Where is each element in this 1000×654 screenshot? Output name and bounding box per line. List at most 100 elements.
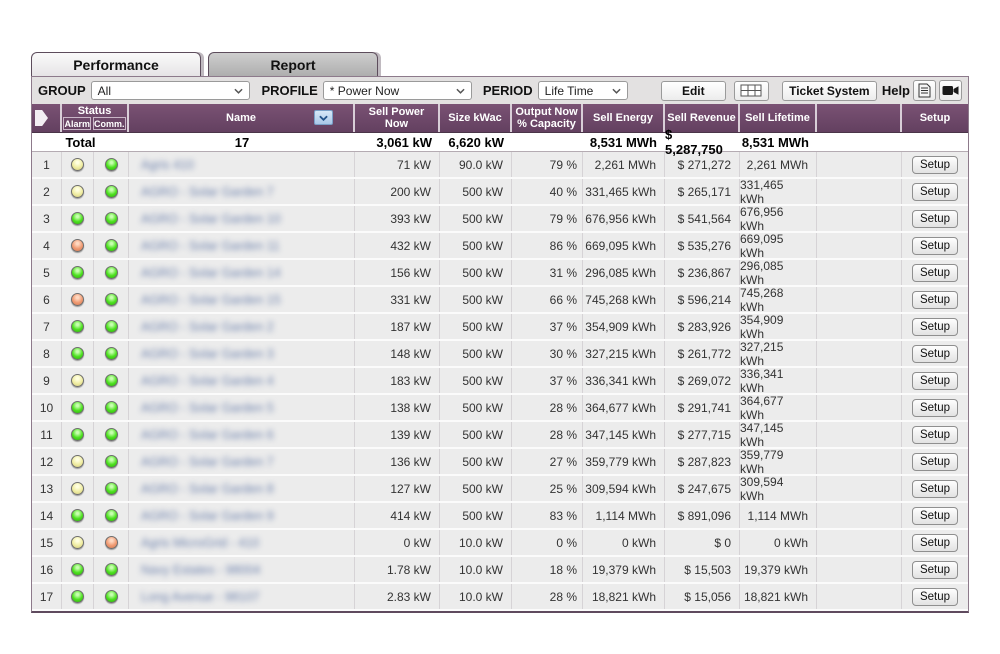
site-name-cell[interactable]: AGRO - Solar Garden 4 bbox=[129, 368, 355, 393]
alarm-status-light-icon[interactable] bbox=[71, 266, 84, 279]
sell-power-column-header[interactable]: Sell Power Now bbox=[355, 104, 440, 132]
comm-status-light-icon[interactable] bbox=[104, 374, 118, 387]
comm-status-cell[interactable] bbox=[94, 152, 129, 177]
comm-status-light-icon[interactable] bbox=[104, 482, 118, 495]
comm-status-light-icon[interactable] bbox=[104, 401, 118, 414]
alarm-status-light-icon[interactable] bbox=[71, 401, 84, 414]
alarm-status-light-icon[interactable] bbox=[71, 536, 84, 549]
comm-status-cell[interactable] bbox=[94, 422, 129, 447]
comm-status-cell[interactable] bbox=[94, 260, 129, 285]
comm-status-cell[interactable] bbox=[94, 449, 129, 474]
comm-status-light-icon[interactable] bbox=[104, 536, 118, 549]
sell-revenue-column-header[interactable]: Sell Revenue bbox=[665, 104, 740, 132]
help-video-button[interactable] bbox=[939, 80, 962, 101]
setup-button[interactable]: Setup bbox=[911, 398, 959, 417]
comm-status-light-icon[interactable] bbox=[104, 239, 118, 252]
comm-status-cell[interactable] bbox=[94, 584, 129, 609]
setup-button[interactable]: Setup bbox=[911, 371, 959, 390]
alarm-subheader[interactable]: Alarm bbox=[63, 117, 91, 130]
size-column-header[interactable]: Size kWac bbox=[440, 104, 512, 132]
comm-status-light-icon[interactable] bbox=[104, 266, 118, 279]
tab-performance[interactable]: Performance bbox=[31, 52, 201, 76]
alarm-status-cell[interactable] bbox=[62, 422, 94, 447]
site-name-cell[interactable]: Navy Estates - 98004 bbox=[129, 557, 355, 582]
group-select[interactable]: All bbox=[90, 81, 251, 100]
alarm-status-cell[interactable] bbox=[62, 152, 94, 177]
sell-lifetime-column-header[interactable]: Sell Lifetime bbox=[740, 104, 817, 132]
setup-button[interactable]: Setup bbox=[911, 290, 959, 309]
grid-view-button[interactable] bbox=[733, 80, 769, 101]
site-name-cell[interactable]: AGRO - Solar Garden 5 bbox=[129, 395, 355, 420]
comm-status-cell[interactable] bbox=[94, 287, 129, 312]
alarm-status-cell[interactable] bbox=[62, 314, 94, 339]
setup-button[interactable]: Setup bbox=[911, 560, 959, 579]
comm-status-light-icon[interactable] bbox=[104, 509, 118, 522]
setup-button[interactable]: Setup bbox=[911, 425, 959, 444]
comm-status-cell[interactable] bbox=[94, 476, 129, 501]
comm-status-cell[interactable] bbox=[94, 557, 129, 582]
alarm-status-cell[interactable] bbox=[62, 476, 94, 501]
comm-status-light-icon[interactable] bbox=[104, 320, 118, 333]
tab-report[interactable]: Report bbox=[208, 52, 378, 76]
comm-status-cell[interactable] bbox=[94, 368, 129, 393]
alarm-status-light-icon[interactable] bbox=[71, 185, 84, 198]
setup-button[interactable]: Setup bbox=[911, 533, 959, 552]
site-name-cell[interactable]: AGRO - Solar Garden 10 bbox=[129, 206, 355, 231]
output-column-header[interactable]: Output Now % Capacity bbox=[512, 104, 583, 132]
alarm-status-cell[interactable] bbox=[62, 368, 94, 393]
setup-button[interactable]: Setup bbox=[911, 182, 959, 201]
site-name-cell[interactable]: AGRO - Solar Garden 11 bbox=[129, 233, 355, 258]
profile-select[interactable]: * Power Now bbox=[322, 81, 472, 100]
setup-button[interactable]: Setup bbox=[911, 263, 959, 282]
alarm-status-light-icon[interactable] bbox=[71, 482, 84, 495]
site-name-cell[interactable]: Long Avenue - 98107 bbox=[129, 584, 355, 609]
setup-button[interactable]: Setup bbox=[911, 155, 959, 174]
site-name-cell[interactable]: Agris MicroGrid - 410 bbox=[129, 530, 355, 555]
comm-status-light-icon[interactable] bbox=[104, 455, 118, 468]
comm-status-cell[interactable] bbox=[94, 395, 129, 420]
comm-status-light-icon[interactable] bbox=[104, 590, 118, 603]
alarm-status-light-icon[interactable] bbox=[71, 239, 84, 252]
alarm-status-cell[interactable] bbox=[62, 395, 94, 420]
alarm-status-cell[interactable] bbox=[62, 449, 94, 474]
comm-status-light-icon[interactable] bbox=[104, 185, 118, 198]
comm-status-light-icon[interactable] bbox=[104, 563, 118, 576]
alarm-status-cell[interactable] bbox=[62, 206, 94, 231]
alarm-status-cell[interactable] bbox=[62, 233, 94, 258]
setup-button[interactable]: Setup bbox=[911, 587, 959, 606]
site-name-cell[interactable]: AGRO - Solar Garden 7 bbox=[129, 179, 355, 204]
site-name-cell[interactable]: AGRO - Solar Garden 15 bbox=[129, 287, 355, 312]
site-name-cell[interactable]: AGRO - Solar Garden 9 bbox=[129, 503, 355, 528]
comm-status-cell[interactable] bbox=[94, 233, 129, 258]
comm-subheader[interactable]: Comm. bbox=[93, 117, 126, 130]
name-sort-button[interactable] bbox=[314, 110, 333, 125]
alarm-status-cell[interactable] bbox=[62, 530, 94, 555]
setup-button[interactable]: Setup bbox=[911, 209, 959, 228]
alarm-status-light-icon[interactable] bbox=[71, 509, 84, 522]
setup-button[interactable]: Setup bbox=[911, 479, 959, 498]
comm-status-light-icon[interactable] bbox=[104, 347, 118, 360]
setup-button[interactable]: Setup bbox=[911, 452, 959, 471]
help-document-button[interactable] bbox=[913, 80, 936, 101]
comm-status-cell[interactable] bbox=[94, 503, 129, 528]
comm-status-cell[interactable] bbox=[94, 179, 129, 204]
comm-status-cell[interactable] bbox=[94, 530, 129, 555]
comm-status-cell[interactable] bbox=[94, 314, 129, 339]
alarm-status-cell[interactable] bbox=[62, 260, 94, 285]
alarm-status-light-icon[interactable] bbox=[71, 374, 84, 387]
comm-status-light-icon[interactable] bbox=[104, 293, 118, 306]
site-name-cell[interactable]: AGRO - Solar Garden 8 bbox=[129, 476, 355, 501]
alarm-status-cell[interactable] bbox=[62, 287, 94, 312]
comm-status-light-icon[interactable] bbox=[104, 158, 118, 171]
alarm-status-light-icon[interactable] bbox=[71, 428, 84, 441]
site-name-cell[interactable]: AGRO - Solar Garden 3 bbox=[129, 341, 355, 366]
setup-button[interactable]: Setup bbox=[911, 344, 959, 363]
alarm-status-light-icon[interactable] bbox=[71, 563, 84, 576]
alarm-status-light-icon[interactable] bbox=[71, 293, 84, 306]
site-name-cell[interactable]: AGRO - Solar Garden 6 bbox=[129, 422, 355, 447]
setup-button[interactable]: Setup bbox=[911, 506, 959, 525]
setup-button[interactable]: Setup bbox=[911, 317, 959, 336]
site-name-cell[interactable]: Agris 410 bbox=[129, 152, 355, 177]
alarm-status-light-icon[interactable] bbox=[71, 347, 84, 360]
comm-status-cell[interactable] bbox=[94, 341, 129, 366]
